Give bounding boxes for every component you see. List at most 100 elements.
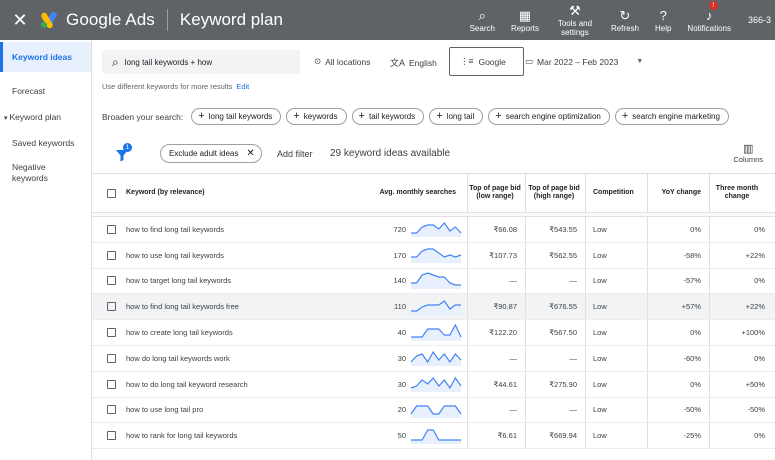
trend-sparkline [410,217,466,242]
trend-sparkline [410,423,466,448]
help-button[interactable]: ? Help [647,0,679,40]
sidebar-item-forecast[interactable]: Forecast [0,86,91,96]
table-row[interactable]: how to create long tail keywords 40 ₹122.2… [92,320,775,346]
broaden-chip[interactable]: + tail keywords [351,108,425,125]
row-checkbox[interactable] [104,398,118,423]
network-selector[interactable]: ⋮≡ Google [449,47,524,76]
refresh-button[interactable]: ↻ Refresh [603,0,647,40]
avg-searches-cell: 110 [394,302,406,312]
table-row[interactable]: how to use long tail keywords 170 ₹107.73 ₹… [92,242,775,269]
table-row[interactable]: how to use long tail pro 20 — — Low -50% -50% [92,397,775,424]
action-label: Search [469,23,495,33]
plus-icon: + [358,110,365,122]
sidebar-item-saved-keywords[interactable]: Saved keywords [0,138,91,148]
sidebar-item-label: Keyword ideas [12,52,72,62]
header-yoy-change[interactable]: YoY change [661,188,701,196]
ideas-available-count: 29 keyword ideas available [330,148,451,159]
search-value: long tail keywords + how [124,57,213,67]
table-row[interactable]: how to do long tail keyword research 30 ₹4… [92,371,775,398]
header-bid-high[interactable]: Top of page bid (high range) [528,184,580,201]
table-row[interactable]: how to find long tail keywords 720 ₹66.08 ₹… [92,217,775,243]
tools-and-settings-button[interactable]: ⚒ Tools and settings [547,0,603,40]
row-checkbox[interactable] [104,269,118,294]
search-button[interactable]: ⌕ Search [462,0,503,40]
calendar-icon: ▭ [525,56,534,66]
broaden-label: Broaden your search: [102,111,184,122]
avg-searches-cell: 30 [397,353,406,363]
columns-button[interactable]: ▥ Columns [733,142,763,164]
location-pin-icon: ⊙ [314,56,322,66]
plus-icon: + [436,110,443,122]
competition-cell: Low [593,302,607,312]
sidebar-item-keyword-plan[interactable]: ▾ Keyword plan [0,112,91,122]
google-ads-logo: Google Ads [40,10,155,30]
avg-searches-cell: 50 [397,431,406,441]
row-checkbox[interactable] [104,217,118,242]
reports-button[interactable]: ▦ Reports [503,0,547,40]
keyword-table: Keyword (by relevance) Avg. monthly sear… [92,173,775,450]
header-competition[interactable]: Competition [593,188,634,196]
close-icon[interactable]: ✕ [12,9,28,30]
three-month-change-cell: +22% [745,302,765,312]
date-range-selector[interactable]: ▭ Mar 2022 – Feb 2023 ▼ [525,56,643,67]
table-row[interactable]: how to rank for long tail keywords 50 ₹6.6… [92,423,775,450]
broaden-chip[interactable]: + keywords [286,108,347,125]
broaden-chip[interactable]: + search engine marketing [614,108,729,125]
yoy-change-cell: 0% [690,328,701,338]
sidebar-item-keyword-ideas[interactable]: Keyword ideas [0,42,91,72]
bid-high-cell: — [569,276,578,286]
select-all-checkbox[interactable] [104,174,118,212]
row-checkbox[interactable] [104,346,118,371]
row-checkbox[interactable] [104,423,118,448]
action-label: Refresh [610,23,639,33]
bid-low-cell: — [509,353,518,363]
sidebar-item-negative-keywords[interactable]: Negative keywords [0,162,70,184]
table-row[interactable]: how to find long tail keywords free 110 ₹9… [92,294,775,321]
row-checkbox[interactable] [104,243,118,268]
header-three-month-change[interactable]: Three month change [715,184,759,201]
header-keyword[interactable]: Keyword (by relevance) [126,188,205,196]
notifications-button[interactable]: ♪! Notifications [679,0,739,40]
account-id[interactable]: 366-3 [747,15,771,25]
help-icon: ? [659,7,667,23]
location-label: All locations [325,56,371,67]
bid-low-cell: — [509,405,518,415]
keyword-cell: how to find long tail keywords free [126,302,239,312]
bid-high-cell: ₹543.55 [549,224,577,234]
location-selector[interactable]: ⊙ All locations [314,56,370,67]
three-month-change-cell: +100% [741,328,765,338]
header-bid-low[interactable]: Top of page bid (low range) [469,184,521,201]
keyword-search-input[interactable]: ⌕ long tail keywords + how [102,50,300,74]
close-icon[interactable]: ✕ [246,148,255,159]
row-checkbox[interactable] [104,294,118,319]
avg-searches-cell: 30 [397,379,406,389]
broaden-chip[interactable]: + long tail keywords [191,108,282,125]
row-checkbox[interactable] [104,320,118,345]
three-month-change-cell: 0% [754,431,765,441]
action-label: Reports [510,23,539,33]
columns-label: Columns [733,155,763,164]
notification-badge: ! [708,1,718,10]
broaden-chip[interactable]: + search engine optimization [488,108,610,125]
sidebar: Keyword ideas Forecast ▾ Keyword plan Sav… [0,40,92,460]
broaden-chip[interactable]: + long tail [429,108,484,125]
table-body: how to find long tail keywords 720 ₹66.08 ₹… [92,217,775,450]
trend-sparkline [410,346,466,371]
add-filter-button[interactable]: Add filter [277,149,313,159]
yoy-change-cell: 0% [690,379,701,389]
language-selector[interactable]: 文A English [390,56,437,69]
bid-low-cell: ₹6.61 [497,431,517,441]
filter-funnel-icon[interactable] [114,147,130,163]
bid-high-cell: ₹562.55 [549,250,577,260]
row-checkbox[interactable] [104,372,118,397]
table-row[interactable]: how do long tail keywords work 30 — — Low -60… [92,345,775,372]
trend-sparkline [410,243,466,268]
table-row[interactable]: how to target long tail keywords 140 — — Low… [92,268,775,295]
brand-name: Google Ads [66,10,155,29]
trend-sparkline [410,320,466,345]
chip-label: search engine marketing [632,112,720,121]
edit-link[interactable]: Edit [236,82,250,91]
exclude-adult-ideas-chip[interactable]: Exclude adult ideas ✕ [160,144,262,163]
header-avg-monthly-searches[interactable]: Avg. monthly searches [379,188,456,196]
bid-low-cell: ₹107.73 [489,250,517,260]
